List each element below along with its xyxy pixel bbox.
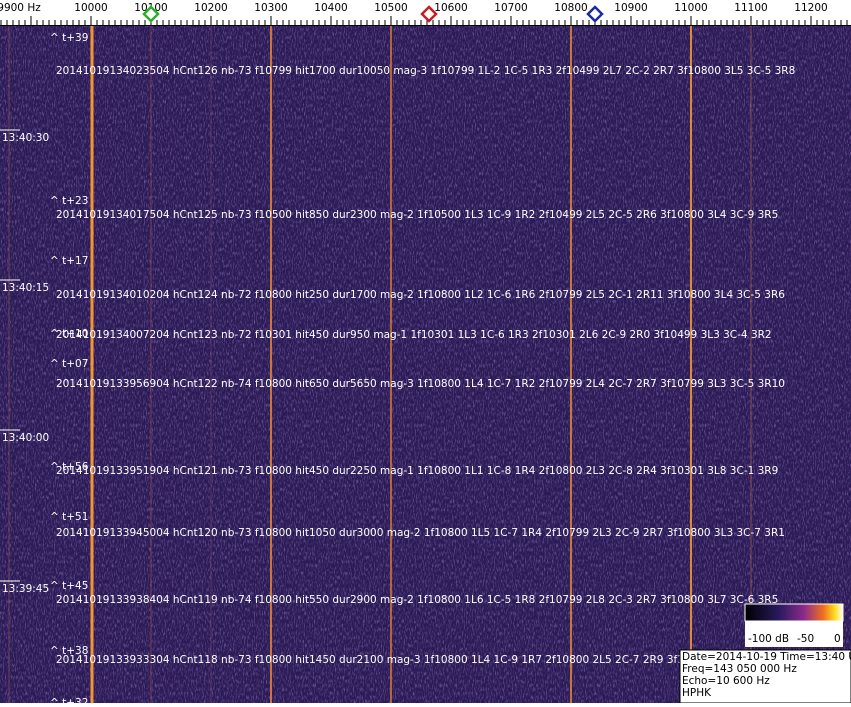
freq-tick-label: 10300 bbox=[254, 2, 287, 14]
annotation-detail: 20141019134007204 hCnt123 nb-72 f10301 h… bbox=[56, 329, 772, 341]
freq-tick-label: 11100 bbox=[734, 2, 767, 14]
time-label: 13:40:00 bbox=[2, 432, 49, 444]
annotation-detail: 20141019134017504 hCnt125 nb-73 f10500 h… bbox=[56, 209, 778, 221]
annotation-detail: 20141019133956904 hCnt122 nb-74 f10800 h… bbox=[56, 378, 785, 390]
annotation-detail: 20141019133938404 hCnt119 nb-74 f10800 h… bbox=[56, 594, 778, 606]
annotation-detail: 20141019133951904 hCnt121 nb-73 f10800 h… bbox=[56, 465, 778, 477]
signal-line bbox=[690, 26, 692, 703]
signal-line bbox=[570, 26, 572, 703]
freq-tick-label: 10200 bbox=[194, 2, 227, 14]
freq-tick-label: 10400 bbox=[314, 2, 347, 14]
annotation-detail: 20141019134010204 hCnt124 nb-72 f10800 h… bbox=[56, 289, 785, 301]
annotation-label: ^ t+32 bbox=[50, 697, 88, 703]
freq-tick-label: 11200 bbox=[794, 2, 827, 14]
freq-tick-label: 10700 bbox=[494, 2, 527, 14]
colorbar-label: -100 dB bbox=[748, 633, 789, 645]
annotation-label: ^ t+23 bbox=[50, 195, 88, 207]
info-line: HPHK bbox=[682, 687, 712, 699]
info-line: Date=2014-10-19 Time=13:40 UTC bbox=[682, 651, 851, 663]
freq-marker bbox=[142, 5, 160, 23]
annotation-label: ^ t+39 bbox=[50, 32, 88, 44]
signal-line bbox=[210, 26, 212, 703]
time-label: 13:40:30 bbox=[2, 132, 49, 144]
signal-line bbox=[750, 26, 752, 703]
freq-tick-label: 9900 Hz bbox=[0, 2, 41, 14]
annotation-label: ^ t+17 bbox=[50, 255, 88, 267]
colorbar-label: 0 bbox=[834, 633, 841, 645]
annotation-label: ^ t+07 bbox=[50, 358, 88, 370]
freq-tick-label: 10800 bbox=[554, 2, 587, 14]
freq-marker bbox=[420, 5, 438, 23]
info-line: Echo=10 600 Hz bbox=[682, 675, 770, 687]
signal-line bbox=[90, 26, 94, 703]
signal-line bbox=[8, 26, 10, 703]
annotation-detail: 20141019133945004 hCnt120 nb-73 f10800 h… bbox=[56, 527, 785, 539]
annotation-label: ^ t+51 bbox=[50, 511, 88, 523]
time-label: 13:40:15 bbox=[2, 282, 49, 294]
colorbar bbox=[744, 603, 844, 622]
info-line: Freq=143 050 000 Hz bbox=[682, 663, 797, 675]
annotation-label: ^ t+56 bbox=[50, 461, 89, 473]
annotation-label: ^ t+10 bbox=[50, 328, 88, 340]
colorbar-label: -50 bbox=[797, 633, 814, 645]
freq-marker bbox=[586, 5, 604, 23]
signal-line bbox=[270, 26, 272, 703]
annotation-detail: 20141019133933304 hCnt118 nb-73 f10800 h… bbox=[56, 654, 743, 666]
annotation-detail: 20141019134023504 hCnt126 nb-73 f10799 h… bbox=[56, 65, 795, 77]
freq-tick-label: 11000 bbox=[674, 2, 707, 14]
signal-line bbox=[150, 26, 152, 703]
annotation-label: ^ t+38 bbox=[50, 645, 88, 657]
colorbar-scale-bg bbox=[745, 621, 843, 647]
signal-line bbox=[390, 26, 392, 703]
freq-tick-label: 10500 bbox=[374, 2, 407, 14]
time-label: 13:39:45 bbox=[2, 583, 49, 595]
freq-tick-label: 10600 bbox=[434, 2, 467, 14]
waterfall-noise bbox=[0, 26, 851, 703]
annotation-label: ^ t+45 bbox=[50, 580, 88, 592]
freq-tick-label: 10000 bbox=[74, 2, 107, 14]
freq-tick-label: 10900 bbox=[614, 2, 647, 14]
